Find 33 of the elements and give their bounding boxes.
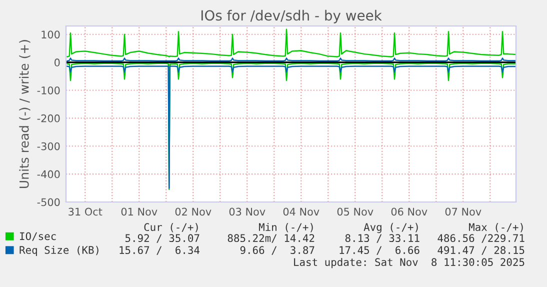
text: Last update: Sat Nov 8 11:30:05 2025 [294, 258, 524, 268]
x-tick-label: 31 Oct [68, 208, 102, 216]
text: 8.13 / 33.11 [345, 234, 420, 243]
y-tick-label: -500 [37, 198, 60, 206]
x-tick-label: 03 Nov [229, 208, 266, 216]
text: 17.45 / 6.66 [340, 246, 420, 255]
x-tick-label: 04 Nov [283, 208, 320, 216]
text: Min (-/+) [258, 222, 313, 232]
text: 15.67 / 6.34 [120, 246, 200, 255]
x-tick-label: 07 Nov [445, 208, 482, 216]
text: 9.66 / 3.87 [240, 246, 314, 255]
y-tick-label: -200 [37, 114, 60, 122]
line-series [66, 28, 516, 58]
text: 491.47 / 28.15 [438, 246, 524, 255]
legend-label: IO/sec [20, 232, 56, 241]
text: Cur (-/+) [144, 223, 198, 232]
text: Avg (-/+) [364, 222, 418, 234]
y-tick-label: 100 [42, 30, 60, 38]
text: Max (-/+) [468, 223, 523, 232]
text: 885.22m/ 14.42 [228, 234, 314, 243]
x-tick-label: 01 Nov [121, 208, 158, 216]
x-tick-label: 05 Nov [337, 208, 374, 216]
legend-label: Req Size (KB) [20, 246, 98, 256]
text: 486.56 /229.71 [438, 234, 524, 243]
x-tick-label: 06 Nov [391, 208, 428, 216]
y-tick-label: 0 [54, 58, 60, 66]
text: 5.92 / 35.07 [125, 234, 200, 243]
y-axis-title: Units read (-) / write (+) [19, 40, 30, 188]
y-tick-label: -400 [37, 170, 60, 178]
y-tick-label: -300 [37, 142, 60, 150]
chart-title: IOs for /dev/sdh - by week [201, 10, 382, 24]
y-tick-label: -100 [37, 86, 60, 94]
x-tick-label: 02 Nov [175, 208, 212, 216]
